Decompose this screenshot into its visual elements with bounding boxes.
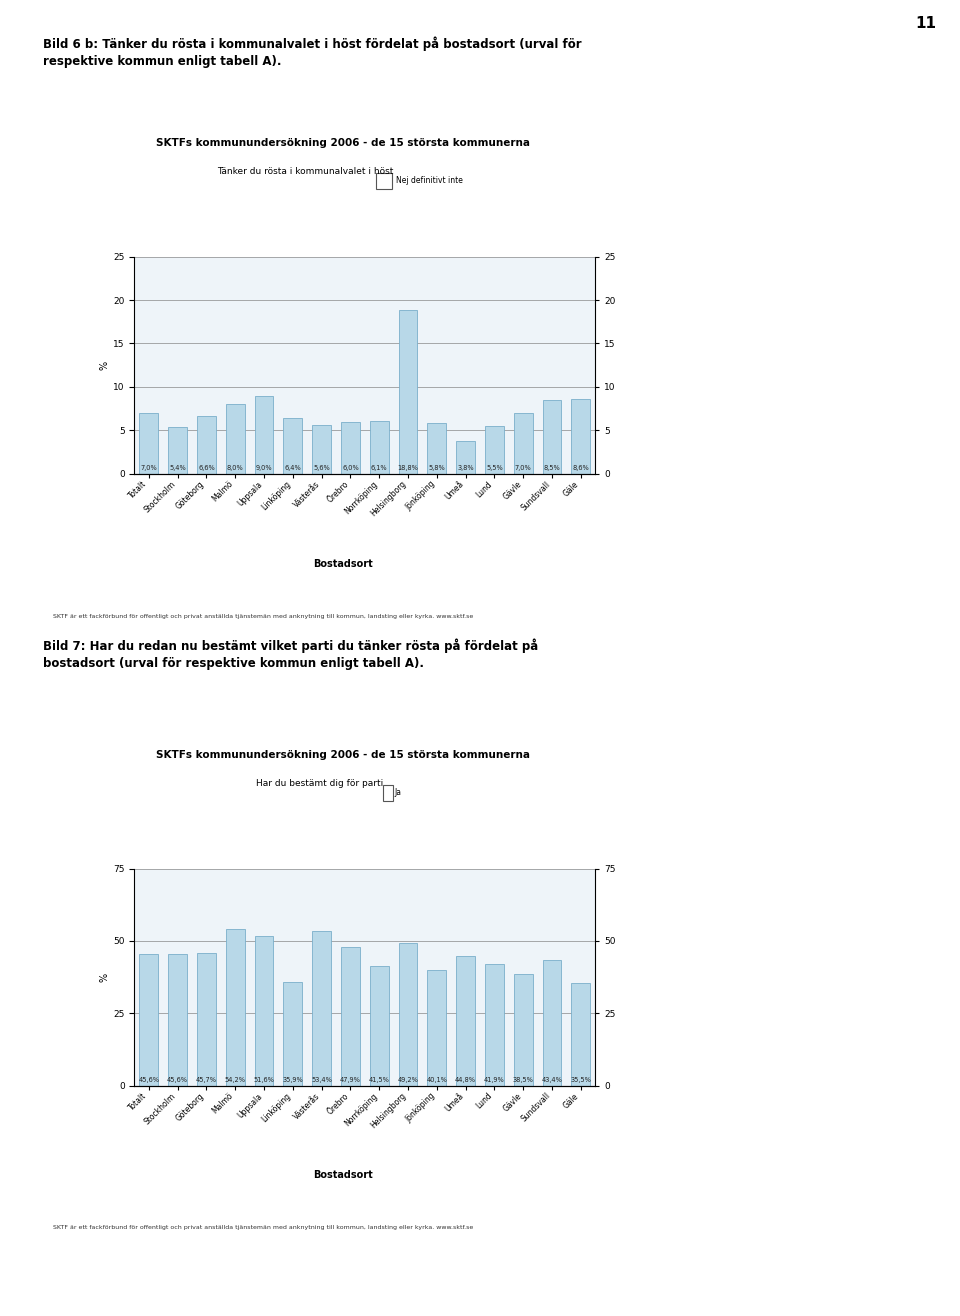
Text: 11: 11: [915, 16, 936, 30]
Bar: [542, 400, 562, 474]
Bar: [514, 974, 533, 1086]
Text: 51,6%: 51,6%: [253, 1076, 275, 1083]
Text: 8,5%: 8,5%: [543, 465, 561, 471]
Text: 53,4%: 53,4%: [311, 1076, 332, 1083]
Bar: [427, 970, 446, 1086]
Text: 54,2%: 54,2%: [225, 1076, 246, 1083]
Bar: [370, 966, 389, 1086]
Bar: [283, 418, 302, 474]
Text: Tänker du rösta i kommunalvalet i höst: Tänker du rösta i kommunalvalet i höst: [217, 167, 393, 176]
Text: 5,5%: 5,5%: [486, 465, 503, 471]
Text: 9,0%: 9,0%: [255, 465, 273, 471]
Bar: [254, 396, 274, 474]
Text: SKTFs kommunundersökning 2006 - de 15 största kommunerna: SKTFs kommunundersökning 2006 - de 15 st…: [156, 750, 530, 761]
Text: 7,0%: 7,0%: [515, 465, 532, 471]
Text: Bostadsort: Bostadsort: [313, 1170, 373, 1180]
Text: Bild 7: Har du redan nu bestämt vilket parti du tänker rösta på fördelat på
bost: Bild 7: Har du redan nu bestämt vilket p…: [43, 638, 539, 670]
Text: 38,5%: 38,5%: [513, 1076, 534, 1083]
Bar: [571, 399, 590, 474]
Bar: [398, 944, 418, 1086]
Bar: [485, 965, 504, 1086]
Text: SKTF: SKTF: [740, 1259, 844, 1292]
Text: 35,5%: 35,5%: [570, 1076, 591, 1083]
Bar: [456, 441, 475, 474]
Text: 8,6%: 8,6%: [572, 465, 589, 471]
Text: 6,1%: 6,1%: [371, 465, 388, 471]
Text: 41,5%: 41,5%: [369, 1076, 390, 1083]
Bar: [226, 929, 245, 1086]
Bar: [398, 311, 418, 474]
Bar: [370, 421, 389, 474]
Text: 45,7%: 45,7%: [196, 1076, 217, 1083]
Bar: [168, 954, 187, 1086]
Bar: [571, 983, 590, 1086]
Bar: [375, 174, 392, 188]
Text: Bild 6 b: Tänker du rösta i kommunalvalet i höst fördelat på bostadsort (urval f: Bild 6 b: Tänker du rösta i kommunalvale…: [43, 37, 582, 68]
Text: Ja: Ja: [395, 788, 402, 797]
Bar: [197, 416, 216, 474]
Bar: [312, 425, 331, 474]
Bar: [485, 426, 504, 474]
Bar: [341, 948, 360, 1086]
Bar: [283, 982, 302, 1086]
Bar: [197, 953, 216, 1086]
Text: 43,4%: 43,4%: [541, 1076, 563, 1083]
Text: 7,0%: 7,0%: [140, 465, 157, 471]
Text: SKTFs kommunundersökning 2006 - de 15 största kommunerna: SKTFs kommunundersökning 2006 - de 15 st…: [156, 138, 530, 149]
Text: 49,2%: 49,2%: [397, 1076, 419, 1083]
Bar: [226, 404, 245, 474]
Text: SKTF är ett fackförbund för offentligt och privat anställda tjänstemän med ankny: SKTF är ett fackförbund för offentligt o…: [53, 1225, 473, 1230]
Bar: [456, 955, 475, 1086]
Text: SKTF: SKTF: [597, 604, 622, 612]
Text: 5,4%: 5,4%: [169, 465, 186, 471]
Text: 6,0%: 6,0%: [342, 465, 359, 471]
Bar: [254, 936, 274, 1086]
Text: 6,4%: 6,4%: [284, 465, 301, 471]
Bar: [514, 413, 533, 474]
Text: 47,9%: 47,9%: [340, 1076, 361, 1083]
Text: 35,9%: 35,9%: [282, 1076, 303, 1083]
Text: 41,9%: 41,9%: [484, 1076, 505, 1083]
Text: 8,0%: 8,0%: [227, 465, 244, 471]
Text: Har du bestämt dig för parti: Har du bestämt dig för parti: [255, 779, 383, 788]
Bar: [383, 784, 393, 800]
Text: 18,8%: 18,8%: [397, 465, 419, 471]
Text: 3,8%: 3,8%: [457, 465, 474, 471]
Text: SKTF är ett fackförbund för offentligt och privat anställda tjänstemän med ankny: SKTF är ett fackförbund för offentligt o…: [53, 613, 473, 619]
Text: 6,6%: 6,6%: [198, 465, 215, 471]
Bar: [139, 954, 158, 1086]
Text: SKTF: SKTF: [597, 1216, 622, 1224]
Y-axis label: %: %: [99, 973, 109, 982]
Text: 5,6%: 5,6%: [313, 465, 330, 471]
Text: 45,6%: 45,6%: [138, 1076, 159, 1083]
Text: Nej definitivt inte: Nej definitivt inte: [396, 176, 463, 186]
Text: 40,1%: 40,1%: [426, 1076, 447, 1083]
Bar: [341, 421, 360, 474]
Bar: [168, 426, 187, 474]
Text: Bostadsort: Bostadsort: [313, 558, 373, 569]
Bar: [542, 961, 562, 1086]
Y-axis label: %: %: [99, 361, 109, 370]
Bar: [312, 932, 331, 1086]
Text: 45,6%: 45,6%: [167, 1076, 188, 1083]
Bar: [427, 424, 446, 474]
Text: 44,8%: 44,8%: [455, 1076, 476, 1083]
Text: 5,8%: 5,8%: [428, 465, 445, 471]
Bar: [139, 413, 158, 474]
